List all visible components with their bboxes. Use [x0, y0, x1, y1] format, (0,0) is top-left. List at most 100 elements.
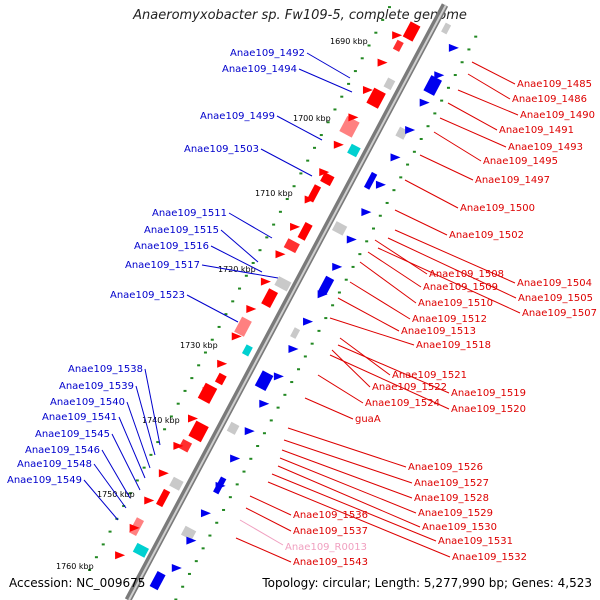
kbp-marker: 1760 kbp: [56, 562, 94, 571]
tick-mark-inner: [406, 163, 410, 166]
tick-mark-outer: [163, 428, 167, 431]
gene-block: [347, 143, 361, 158]
gene-block: [331, 221, 348, 236]
right-label-leader: [394, 229, 516, 284]
tick-mark-inner: [194, 560, 198, 563]
right-gene-label[interactable]: Anae109_1497: [475, 175, 550, 186]
gene-block: [366, 87, 386, 109]
gene-block: [274, 276, 292, 292]
right-gene-label[interactable]: Anae109_1527: [414, 478, 489, 489]
gene-block: [241, 344, 253, 357]
right-gene-label[interactable]: Anae109_1531: [438, 536, 513, 547]
right-gene-label[interactable]: Anae109_1520: [451, 404, 526, 415]
right-gene-label[interactable]: Anae109_1537: [293, 526, 368, 537]
left-label-leader: [111, 433, 141, 491]
reverse-gene-arrow: [246, 304, 257, 313]
left-gene-label[interactable]: Anae109_1548: [17, 459, 92, 470]
right-gene-label[interactable]: Anae109_1495: [483, 156, 558, 167]
left-label-leader: [186, 294, 239, 323]
left-gene-label[interactable]: Anae109_1549: [7, 475, 82, 486]
left-label-leader: [83, 479, 119, 521]
forward-gene-arrow: [332, 262, 343, 271]
left-gene-label[interactable]: Anae109_1503: [184, 144, 259, 155]
left-gene-label[interactable]: Anae109_1516: [134, 241, 209, 252]
tick-mark-outer: [101, 543, 105, 546]
gene-block: [188, 420, 209, 443]
reverse-gene-arrow: [333, 140, 344, 149]
right-gene-label[interactable]: Anae109_1518: [416, 340, 491, 351]
forward-gene-arrow: [405, 126, 416, 135]
tick-mark-inner: [201, 547, 205, 550]
left-gene-label[interactable]: Anae109_1545: [35, 429, 110, 440]
left-gene-label[interactable]: Anae109_1546: [25, 445, 100, 456]
forward-gene-arrow: [186, 536, 197, 545]
right-gene-label[interactable]: Anae109_1519: [451, 388, 526, 399]
right-gene-label[interactable]: Anae109_1490: [520, 110, 595, 121]
left-gene-label[interactable]: Anae109_1494: [222, 64, 297, 75]
reverse-gene-arrow: [362, 86, 373, 95]
left-gene-label[interactable]: Anae109_1541: [42, 412, 117, 423]
right-gene-label[interactable]: Anae109_1524: [365, 398, 440, 409]
kbp-marker: 1710 kbp: [255, 189, 293, 198]
tick-mark-inner: [474, 35, 478, 38]
right-gene-label[interactable]: Anae109_1485: [517, 79, 592, 90]
tick-mark-inner: [303, 355, 307, 358]
left-label-leader: [126, 401, 151, 469]
right-gene-label[interactable]: Anae109_1530: [422, 522, 497, 533]
forward-gene-arrow: [273, 372, 284, 381]
right-gene-label[interactable]: Anae109_1504: [517, 278, 592, 289]
left-gene-label[interactable]: Anae109_1517: [125, 260, 200, 271]
tick-mark-inner: [297, 368, 301, 371]
left-gene-label[interactable]: Anae109_1511: [152, 208, 227, 219]
right-gene-label[interactable]: Anae109_1505: [518, 293, 593, 304]
right-gene-label[interactable]: Anae109_1513: [401, 326, 476, 337]
right-label-leader: [329, 317, 415, 346]
right-gene-label[interactable]: Anae109_1486: [512, 94, 587, 105]
tick-mark-outer: [142, 466, 146, 469]
tick-mark-outer: [203, 351, 207, 354]
tick-mark-outer: [292, 185, 296, 188]
right-gene-label[interactable]: Anae109_1543: [293, 557, 368, 568]
rna-gene-label[interactable]: Anae109_R0013: [285, 542, 367, 553]
left-label-leader: [306, 52, 351, 79]
left-gene-label[interactable]: Anae109_1499: [200, 111, 275, 122]
right-gene-label[interactable]: Anae109_1522: [372, 382, 447, 393]
right-gene-label[interactable]: Anae109_1526: [408, 462, 483, 473]
right-gene-label[interactable]: Anae109_1532: [452, 552, 527, 563]
right-gene-label[interactable]: Anae109_1493: [508, 142, 583, 153]
right-gene-label[interactable]: Anae109_1528: [414, 493, 489, 504]
left-gene-label[interactable]: Anae109_1538: [68, 364, 143, 375]
right-gene-label[interactable]: Anae109_1529: [418, 508, 493, 519]
reverse-gene-arrow: [129, 523, 140, 532]
right-gene-label[interactable]: Anae109_1536: [293, 510, 368, 521]
gene-block: [169, 476, 184, 491]
right-gene-label[interactable]: Anae109_1491: [499, 125, 574, 136]
tick-mark-outer: [258, 249, 262, 252]
gene-block: [339, 116, 360, 138]
right-label-leader: [235, 537, 292, 563]
tick-mark-inner: [317, 329, 321, 332]
left-gene-label[interactable]: Anae109_1515: [144, 225, 219, 236]
right-label-leader: [457, 89, 519, 116]
right-label-leader: [329, 354, 450, 410]
tick-mark-outer: [128, 492, 132, 495]
left-gene-label[interactable]: Anae109_1492: [230, 48, 305, 59]
right-label-leader: [419, 154, 474, 181]
right-label-leader: [349, 281, 411, 320]
right-gene-label[interactable]: Anae109_1502: [449, 230, 524, 241]
right-gene-label[interactable]: Anae109_1507: [522, 308, 597, 319]
tick-mark-outer: [251, 261, 255, 264]
forward-gene-arrow: [361, 208, 372, 217]
right-gene-label[interactable]: Anae109_1510: [418, 298, 493, 309]
right-gene-label[interactable]: Anae109_1509: [423, 282, 498, 293]
right-gene-label[interactable]: Anae109_1500: [460, 203, 535, 214]
right-label-leader: [337, 297, 400, 332]
right-gene-label[interactable]: Anae109_1521: [392, 370, 467, 381]
left-gene-label[interactable]: Anae109_1539: [59, 381, 134, 392]
right-gene-label[interactable]: Anae109_1512: [412, 314, 487, 325]
left-gene-label[interactable]: Anae109_1540: [50, 397, 125, 408]
gene-block: [149, 570, 166, 591]
right-label-leader: [283, 439, 413, 484]
left-gene-label[interactable]: Anae109_1523: [110, 290, 185, 301]
right-gene-label[interactable]: guaA: [355, 414, 381, 425]
